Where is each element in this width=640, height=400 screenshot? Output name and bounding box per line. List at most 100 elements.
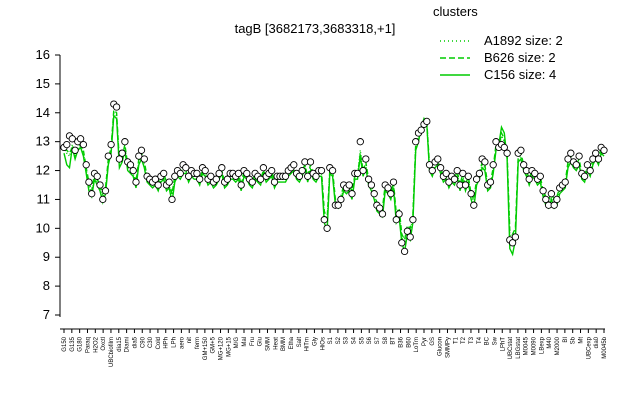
y-tick-label: 8 (43, 278, 50, 293)
x-tick-label: T3 (469, 336, 475, 344)
data-point (151, 175, 160, 183)
x-tick-label: dia15 (117, 336, 123, 351)
data-point (425, 161, 434, 169)
data-point (115, 155, 124, 163)
y-tick-label: 13 (36, 134, 50, 149)
x-tick-label: Fru (250, 337, 256, 346)
x-tick-label: dia0 (594, 336, 600, 348)
data-point (481, 158, 489, 166)
data-point (378, 210, 387, 218)
data-point (503, 149, 511, 157)
data-point (121, 138, 129, 146)
x-tick-label: GS (430, 337, 436, 346)
data-point (79, 140, 88, 149)
data-point (389, 178, 398, 186)
data-point (165, 178, 173, 186)
data-point (101, 187, 110, 195)
x-tick-label: MG+120 (219, 336, 225, 360)
data-point (392, 216, 400, 224)
data-point (93, 172, 101, 180)
x-tick-label: SMMPy (445, 337, 451, 358)
data-point (298, 166, 306, 175)
x-tick-label: T1 (453, 336, 459, 344)
data-point (412, 138, 420, 146)
data-point (387, 190, 395, 198)
data-point (259, 164, 268, 172)
data-point (132, 178, 140, 186)
data-point (353, 169, 362, 178)
data-point (137, 146, 146, 154)
x-tick-label: UBCstat (508, 337, 514, 360)
data-point (567, 149, 575, 157)
data-point (212, 175, 220, 183)
data-point (531, 169, 539, 178)
y-tick-label: 9 (43, 249, 50, 264)
y-tick-label: 15 (36, 76, 50, 91)
data-point (85, 178, 93, 186)
data-point (348, 190, 356, 198)
data-point (445, 178, 453, 186)
data-point (470, 201, 478, 209)
data-point (453, 166, 461, 175)
x-tick-label: Sb (571, 336, 577, 344)
x-tick-label: LPh (172, 337, 178, 348)
x-tick-label: ferm (195, 337, 201, 349)
data-point (96, 181, 104, 189)
data-point (223, 175, 232, 183)
data-point (461, 181, 470, 189)
x-tick-label: S5 (359, 336, 365, 344)
data-point (403, 227, 412, 235)
data-point (547, 190, 556, 198)
data-point (436, 164, 445, 172)
x-tick-label: Oxctl (101, 337, 107, 351)
data-point (575, 152, 583, 160)
x-tick-label: S6 (367, 336, 373, 344)
x-tick-label: G135 (70, 336, 76, 351)
data-point (215, 169, 223, 178)
data-point (525, 175, 533, 183)
data-point (112, 103, 121, 111)
data-point (459, 169, 467, 178)
data-point (492, 138, 500, 146)
x-tick-label: SMM (265, 337, 271, 351)
legend: clusters A1892 size: 2 B626 size: 2 C156 s… (433, 4, 563, 82)
data-point (550, 201, 558, 209)
data-point (196, 175, 204, 183)
data-point (306, 158, 315, 166)
x-tick-label: C30 (148, 336, 154, 348)
x-tick-label: S2 (336, 336, 342, 344)
data-point (486, 178, 495, 186)
data-point (171, 172, 179, 180)
x-tick-label: M2000 (555, 336, 561, 355)
data-point (104, 152, 112, 160)
x-tick-label: MG+15 (226, 336, 232, 357)
data-point (442, 169, 450, 178)
data-point (592, 149, 600, 157)
data-point (268, 166, 276, 175)
y-tick-label: 11 (37, 191, 51, 206)
data-point (63, 140, 71, 149)
data-point (583, 161, 592, 169)
data-point (564, 155, 572, 163)
x-tick-label: LBGstat (516, 337, 522, 359)
data-point (345, 181, 353, 189)
data-point (472, 175, 481, 183)
y-tick-label: 14 (36, 105, 50, 120)
data-point (542, 195, 550, 204)
data-point (384, 184, 392, 192)
x-tick-label: M0045 (524, 336, 530, 355)
x-tick-label: M/G (234, 337, 240, 349)
data-point (218, 164, 226, 172)
x-tick-label: UBCbiofilm (109, 337, 115, 367)
data-point (320, 216, 328, 224)
x-tick-label: BI (563, 337, 569, 343)
data-point (135, 152, 143, 160)
x-tick-label: HiOs (320, 337, 326, 350)
data-point (517, 146, 525, 154)
data-point (417, 126, 425, 134)
y-tick-label: 12 (36, 163, 50, 178)
data-point (118, 149, 126, 157)
data-point (520, 161, 528, 169)
data-point (248, 178, 256, 186)
